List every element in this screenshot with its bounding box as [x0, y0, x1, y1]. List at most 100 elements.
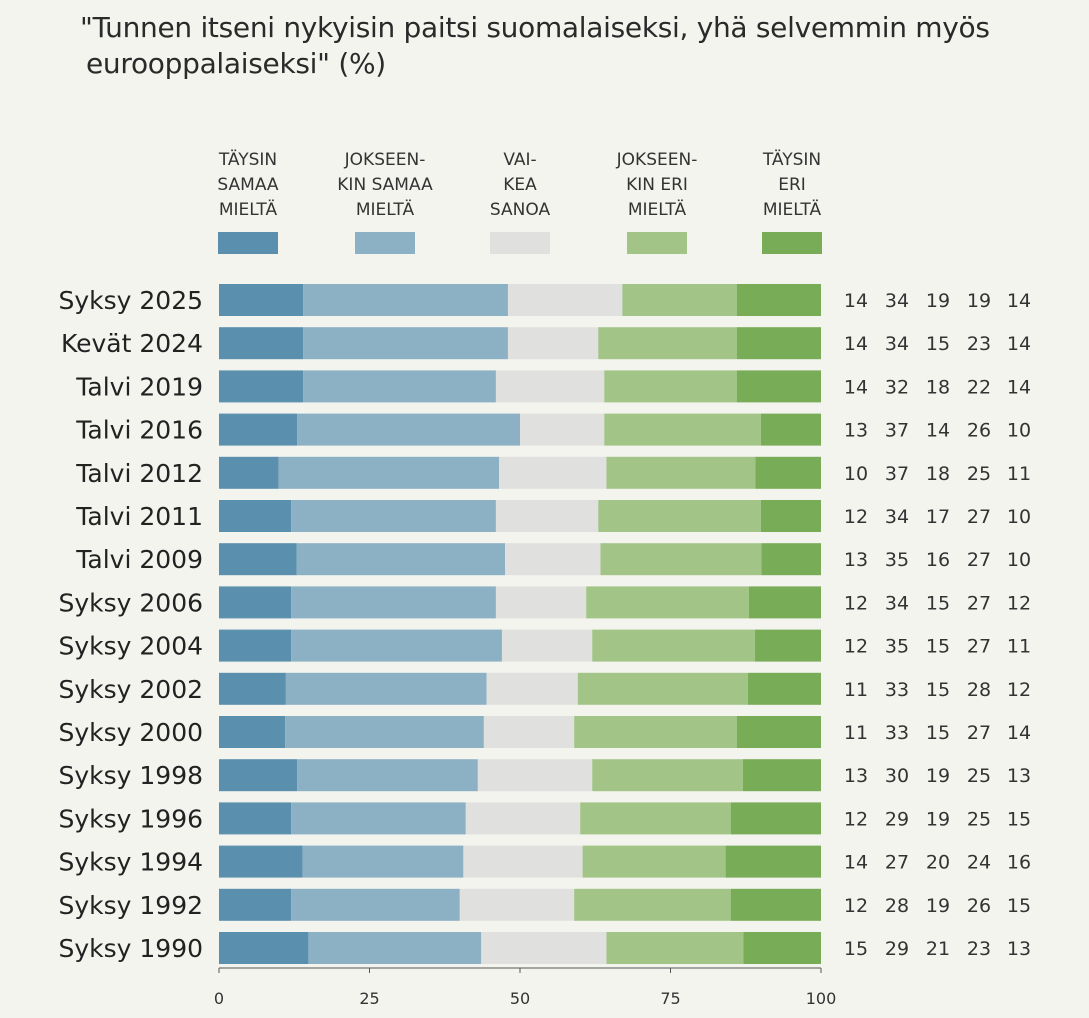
data-label: 15 — [926, 722, 950, 744]
category-label: Syksy 2000 — [58, 718, 203, 747]
data-label: 35 — [885, 636, 909, 658]
data-label: 16 — [1007, 852, 1031, 874]
data-label: 29 — [885, 808, 909, 830]
bar-segment — [574, 888, 731, 921]
bar-segment — [278, 456, 500, 489]
bar-segment — [219, 672, 286, 705]
bar-segment — [291, 500, 496, 532]
data-label: 15 — [1007, 808, 1031, 830]
data-label: 11 — [1007, 636, 1031, 658]
category-label: Syksy 1990 — [58, 934, 203, 963]
legend-label: JOKSEEN- — [616, 150, 698, 170]
data-label: 10 — [1007, 420, 1031, 442]
bar-segment — [285, 716, 484, 748]
data-label: 23 — [967, 333, 991, 355]
bar-segment — [291, 629, 502, 662]
bar-segment — [219, 456, 279, 489]
category-label: Talvi 2009 — [75, 545, 203, 574]
data-label: 12 — [844, 808, 868, 830]
bar-segment — [219, 586, 292, 619]
bar-segment — [219, 716, 286, 748]
data-label: 34 — [885, 506, 909, 528]
bar-segment — [600, 543, 762, 576]
legend-label: MIELTÄ — [628, 199, 687, 220]
data-label: 18 — [926, 376, 950, 398]
data-label: 33 — [885, 722, 909, 744]
data-label: 14 — [926, 420, 950, 442]
data-label: 14 — [844, 333, 868, 355]
data-label: 26 — [967, 420, 991, 442]
bar-segment — [736, 327, 821, 360]
bar-segment — [505, 543, 601, 576]
bar-segment — [291, 802, 466, 835]
data-label: 16 — [926, 549, 950, 571]
data-label: 12 — [1007, 592, 1031, 614]
bar-segment — [748, 586, 821, 619]
bar-segment — [486, 672, 578, 705]
legend-label: TÄYSIN — [762, 149, 821, 170]
legend-swatch — [627, 232, 687, 254]
bar-segment — [730, 802, 821, 835]
data-label: 21 — [926, 938, 950, 960]
bar-segment — [297, 413, 520, 446]
data-label: 33 — [885, 679, 909, 701]
bar-segment — [520, 413, 605, 446]
data-label: 19 — [926, 808, 950, 830]
bar-segment — [495, 586, 587, 619]
bar-segment — [302, 845, 464, 878]
bar-segment — [604, 370, 737, 403]
bar-segment — [606, 932, 744, 964]
bar-segment — [483, 716, 575, 748]
category-label: Syksy 1994 — [58, 848, 203, 877]
data-label: 15 — [844, 938, 868, 960]
legend-label: VAI- — [503, 150, 536, 170]
legend-swatch — [355, 232, 415, 254]
data-label: 25 — [967, 463, 991, 485]
data-label: 15 — [926, 636, 950, 658]
data-label: 28 — [967, 679, 991, 701]
legend-label: TÄYSIN — [218, 149, 277, 170]
bar-segment — [748, 672, 821, 705]
data-label: 13 — [844, 549, 868, 571]
bar-segment — [459, 888, 575, 921]
data-label: 27 — [967, 506, 991, 528]
data-label: 37 — [885, 420, 909, 442]
data-label: 13 — [1007, 765, 1031, 787]
data-label: 19 — [926, 895, 950, 917]
bar-segment — [219, 413, 298, 446]
bar-segment — [622, 284, 737, 316]
data-label: 19 — [926, 290, 950, 312]
data-label: 13 — [844, 420, 868, 442]
bar-segment — [736, 716, 821, 748]
bar-segment — [219, 802, 292, 835]
bar-segment — [303, 370, 496, 403]
data-label: 12 — [844, 636, 868, 658]
x-axis: 0 25 50 75 100 — [214, 967, 836, 1008]
bar-segment — [730, 888, 821, 921]
data-label: 10 — [844, 463, 868, 485]
legend-label: KIN SAMAA — [337, 175, 433, 195]
bar-segment — [755, 456, 821, 489]
bar-segment — [580, 802, 731, 835]
legend-swatch — [218, 232, 278, 254]
bar-segment — [598, 500, 761, 532]
bar-segment — [501, 629, 593, 662]
bar-segment — [577, 672, 749, 705]
data-label: 17 — [926, 506, 950, 528]
data-label: 34 — [885, 290, 909, 312]
bar-segment — [219, 888, 292, 921]
data-label: 32 — [885, 376, 909, 398]
bar-segment — [582, 845, 726, 878]
bar-segment — [604, 413, 761, 446]
data-label: 12 — [844, 895, 868, 917]
category-label: Talvi 2011 — [75, 502, 203, 531]
x-tick-label: 0 — [214, 989, 224, 1008]
x-tick-label: 75 — [660, 989, 680, 1008]
x-tick-label: 50 — [510, 989, 530, 1008]
legend-label: ERI — [778, 175, 806, 195]
data-label: 27 — [967, 549, 991, 571]
bar-segment — [308, 932, 482, 964]
data-label: 14 — [1007, 290, 1031, 312]
value-labels: 14 34 19 19 14 14 34 15 23 14 14 32 18 22 14 13 37 14 26 10… — [844, 290, 1031, 960]
